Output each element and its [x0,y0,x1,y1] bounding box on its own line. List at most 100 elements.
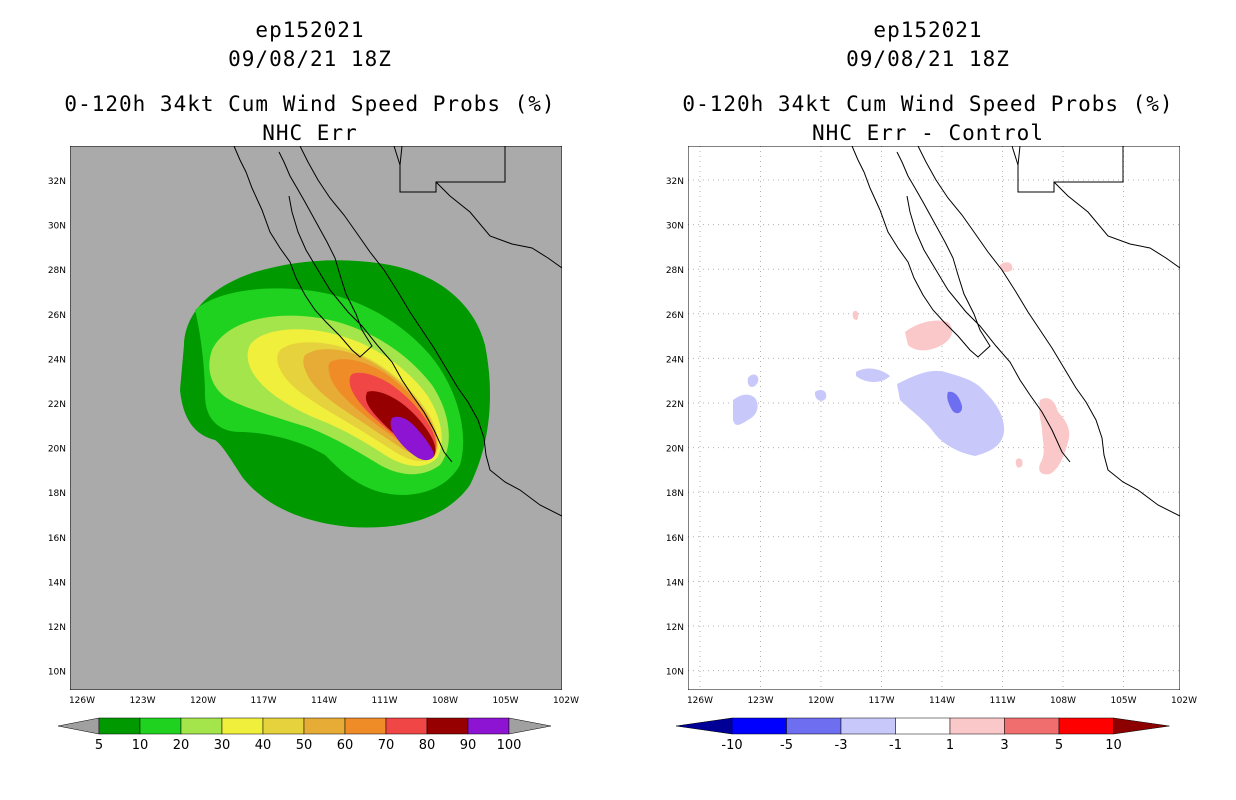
right-lon-label: 123W [747,696,773,706]
colorbar-cell [840,717,896,735]
diff-negative-area-core [947,391,963,414]
diff-negative-area-main [897,370,1005,456]
left-colorbar-labels: 5 10 20 30 40 50 60 70 80 90 100 [95,738,522,753]
diff-negative-area-small1 [747,374,759,387]
left-subtitle: NHC Err [262,121,358,145]
colorbar-label: 10 [132,738,149,753]
right-lon-label: 108W [1050,696,1076,706]
left-lat-label: 10N [48,668,66,678]
colorbar-label: 20 [173,738,190,753]
right-lat-label: 22N [666,400,684,410]
left-storm-id: ep152021 [255,18,365,42]
right-lon-label: 111W [989,696,1015,706]
right-subtitle: NHC Err - Control [812,121,1044,145]
right-lat-label: 32N [666,177,684,187]
prob-contour-90 [390,416,434,461]
colorbar-label: 80 [419,738,436,753]
diff-negative-area-small3 [814,390,827,401]
diff-positive-area-small1 [1000,262,1013,273]
right-lon-label: 117W [868,696,894,706]
left-lat-label: 24N [48,355,66,365]
right-colorbar [675,717,1170,735]
colorbar-label: -5 [780,738,793,753]
left-lon-label: 105W [492,696,518,706]
colorbar-label: 1 [946,738,954,753]
colorbar-cell [786,717,842,735]
diff-positive-area-small2 [1015,458,1023,468]
colorbar-cell [1004,717,1060,735]
colorbar-label: -1 [889,738,902,753]
colorbar-arrow-low [675,717,733,735]
right-lat-label: 16N [666,534,684,544]
left-lon-label: 114W [311,696,337,706]
left-lat-label: 32N [48,177,66,187]
colorbar-label: 40 [255,738,272,753]
colorbar-label: 5 [95,738,103,753]
colorbar-cell [895,717,951,735]
left-lon-label: 123W [129,696,155,706]
diff-positive-area-east [1039,398,1070,475]
right-coastline [851,146,1180,517]
diff-negative-area-west [733,394,758,425]
right-lat-label: 26N [666,311,684,321]
right-lon-label: 105W [1110,696,1136,706]
left-lon-label: 102W [553,696,579,706]
left-lon-label: 126W [69,696,95,706]
diff-positive-area-small3 [852,310,859,320]
right-lat-label: 30N [666,222,684,232]
right-lon-label: 114W [929,696,955,706]
right-lon-axis: 126W 123W 120W 117W 114W 111W 108W 105W 102W [687,696,1197,706]
right-lat-axis: 32N 30N 28N 26N 24N 22N 20N 18N 16N 14N 12N 10N [666,177,684,678]
left-datetime: 09/08/21 18Z [228,47,392,71]
colorbar-arrow-high [508,717,552,735]
right-lon-label: 102W [1171,696,1197,706]
right-lat-label: 18N [666,489,684,499]
right-lat-label: 14N [666,578,684,588]
left-lat-label: 30N [48,222,66,232]
left-lat-label: 14N [48,578,66,588]
right-lat-label: 12N [666,623,684,633]
colorbar-label: 10 [1105,738,1122,753]
right-datetime: 09/08/21 18Z [846,47,1010,71]
diff-negative-area-small2 [856,368,890,382]
right-lat-label: 24N [666,355,684,365]
left-lat-label: 28N [48,266,66,276]
colorbar-label: 70 [378,738,395,753]
colorbar-label: -3 [835,738,848,753]
left-lat-axis: 32N 30N 28N 26N 24N 22N 20N 18N 16N 14N 12N 10N [48,177,66,678]
colorbar-label: 60 [337,738,354,753]
left-lat-label: 20N [48,445,66,455]
left-lat-label: 26N [48,311,66,321]
left-product-title: 0-120h 34kt Cum Wind Speed Probs (%) [64,92,556,116]
right-lon-label: 126W [687,696,713,706]
left-colorbar [57,717,552,735]
left-lon-label: 120W [190,696,216,706]
right-lat-label: 28N [666,266,684,276]
left-lon-axis: 126W 123W 120W 117W 114W 111W 108W 105W 102W [69,696,579,706]
colorbar-label: 3 [1000,738,1008,753]
diff-positive-area-north [905,320,953,351]
colorbar-cell [1058,717,1114,735]
colorbar-arrow-high [1113,717,1170,735]
left-lat-label: 12N [48,623,66,633]
colorbar-cell [949,717,1005,735]
left-coastline [233,146,562,517]
right-lat-label: 10N [666,668,684,678]
right-colorbar-labels: -10 -5 -3 -1 1 3 5 10 [721,738,1121,753]
left-lon-label: 108W [432,696,458,706]
right-storm-id: ep152021 [873,18,983,42]
right-lon-label: 120W [808,696,834,706]
colorbar-cell [731,717,787,735]
colorbar-label: 90 [460,738,477,753]
left-lat-label: 22N [48,400,66,410]
colorbar-label: -10 [721,738,742,753]
colorbar-label: 50 [296,738,313,753]
colorbar-label: 5 [1055,738,1063,753]
colorbar-label: 100 [497,738,522,753]
left-lon-label: 111W [371,696,397,706]
left-lon-label: 117W [250,696,276,706]
left-lat-label: 16N [48,534,66,544]
colorbar-label: 30 [214,738,231,753]
